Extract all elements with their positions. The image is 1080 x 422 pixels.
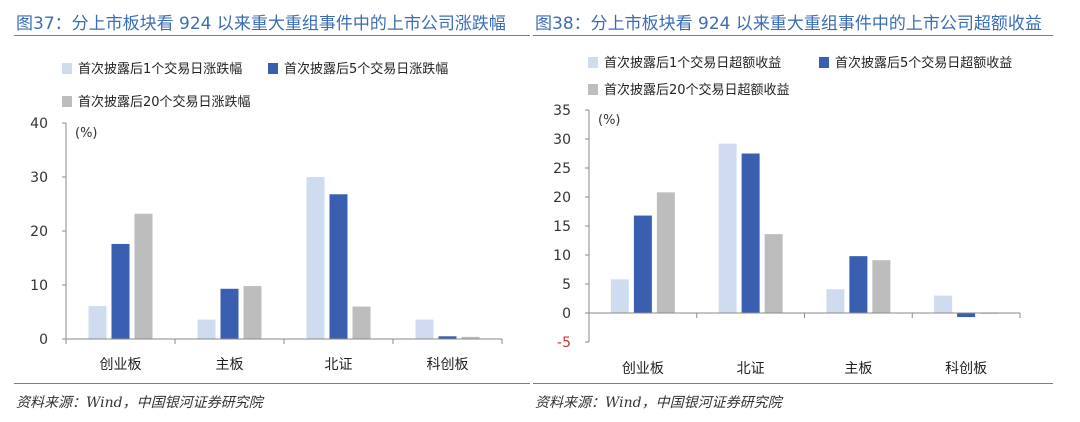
bar [438,336,457,339]
bar [849,256,868,313]
x-tick-label: 主板 [844,361,872,377]
y-tick-label: 40 [30,116,48,132]
right-chart-title: 图38：分上市板块看 924 以来重大重组事件中的上市公司超额收益 [535,14,1042,34]
bar [88,306,107,339]
x-tick-label: 主板 [216,357,244,373]
right-chart-svg: 首次披露后1个交易日超额收益 首次披露后5个交易日超额收益首次披露后20个交易日超… [553,55,1021,377]
left-source-note: 资料来源：Wind，中国银河证券研究院 [16,395,263,411]
y-tick-label: 0 [562,306,571,322]
y-tick-label: 20 [553,190,571,206]
legend-swatch [268,63,278,74]
y-tick-label: 0 [39,332,48,348]
left-title-rule [14,35,530,36]
bar [872,260,891,313]
y-tick-label: 5 [562,277,571,293]
left-chart-svg: 首次披露后1个交易日涨跌幅 首次披露后5个交易日涨跌幅首次披露后20个交易日涨跌幅… [30,61,503,373]
x-tick-label: 科创板 [945,361,987,377]
x-tick-label: 北证 [737,361,765,377]
legend-label: 首次披露后1个交易日涨跌幅 [78,61,242,77]
bar [352,306,371,339]
x-tick-label: 创业板 [100,357,142,373]
x-tick-label: 创业板 [622,361,664,377]
y-tick-label: 25 [553,161,571,177]
bar [134,213,153,339]
legend-label: 首次披露后20个交易日涨跌幅 [78,94,251,110]
legend-label: 首次披露后5个交易日超额收益 [835,55,1012,71]
bar [741,153,760,313]
legend-swatch [588,84,598,95]
legend-label: 首次披露后1个交易日超额收益 [604,55,781,71]
y-unit-label: (%) [75,126,98,141]
bar [957,313,976,318]
bar [764,234,783,313]
x-tick-label: 科创板 [427,357,469,373]
legend-swatch [62,96,72,107]
y-tick-label: 20 [30,224,48,240]
legend-swatch [62,63,72,74]
bar [220,288,239,339]
left-chart-title: 图37：分上市板块看 924 以来重大重组事件中的上市公司涨跌幅 [16,14,506,34]
legend-label: 首次披露后5个交易日涨跌幅 [284,61,448,77]
right-title-rule [533,35,1053,36]
bar [718,143,737,313]
bar [633,215,652,313]
right-source-note: 资料来源：Wind，中国银河证券研究院 [535,395,782,411]
y-tick-label: -5 [557,335,571,351]
bar [111,243,130,339]
bar [934,295,953,313]
legend-label: 首次披露后20个交易日超额收益 [604,82,790,98]
bar [243,286,262,339]
legend-swatch [588,57,598,68]
y-tick-label: 10 [553,248,571,264]
y-tick-label: 30 [553,132,571,148]
left-bottom-rule [14,383,530,384]
y-tick-label: 35 [553,103,571,119]
right-bottom-rule [533,383,1053,384]
bar [826,289,845,313]
bar [329,194,348,339]
bar [610,279,629,313]
y-tick-label: 30 [30,170,48,186]
bar [306,177,325,339]
legend-swatch [819,57,829,68]
x-tick-label: 北证 [325,357,353,373]
y-tick-label: 10 [30,278,48,294]
bar [656,192,675,313]
y-tick-label: 15 [553,219,571,235]
bar [197,319,216,339]
y-unit-label: (%) [598,113,621,128]
bar [415,319,434,339]
left-chart-panel: 图37：分上市板块看 924 以来重大重组事件中的上市公司涨跌幅 首次披露后1个… [14,14,530,411]
right-chart-panel: 图38：分上市板块看 924 以来重大重组事件中的上市公司超额收益 首次披露后1… [530,0,1080,422]
bar [461,336,480,339]
